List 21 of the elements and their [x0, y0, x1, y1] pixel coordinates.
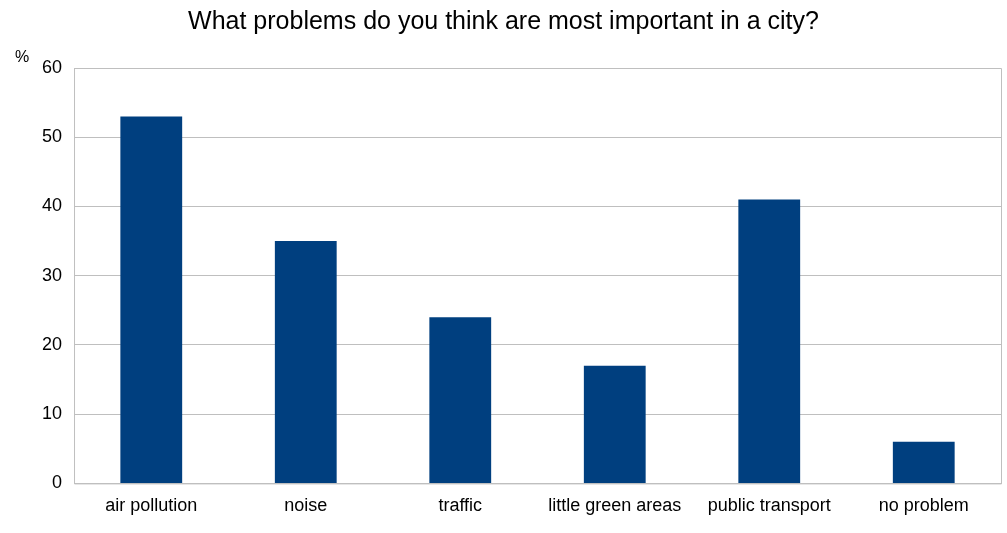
y-tick-label: 30: [41, 264, 63, 285]
bar: [120, 116, 183, 483]
x-tick-label: air pollution: [105, 495, 198, 516]
y-tick-label: 20: [41, 333, 63, 354]
x-tick-label: public transport: [707, 495, 831, 516]
chart-title: What problems do you think are most important in a city?: [187, 6, 820, 35]
y-axis-title: %: [14, 48, 30, 66]
x-tick-label: traffic: [438, 495, 483, 516]
bar: [738, 199, 801, 483]
x-tick-label: little green areas: [548, 495, 682, 516]
y-tick-label: 10: [41, 403, 63, 424]
x-tick-label: no problem: [878, 495, 969, 516]
y-tick-label: 50: [41, 126, 63, 147]
y-tick-label: 0: [52, 472, 63, 493]
bar: [429, 317, 492, 483]
y-tick-label: 60: [41, 56, 63, 77]
y-tick-label: 40: [41, 195, 63, 216]
bar: [583, 365, 646, 483]
bar: [892, 441, 955, 483]
x-tick-label: noise: [284, 495, 328, 516]
bar: [274, 241, 337, 483]
